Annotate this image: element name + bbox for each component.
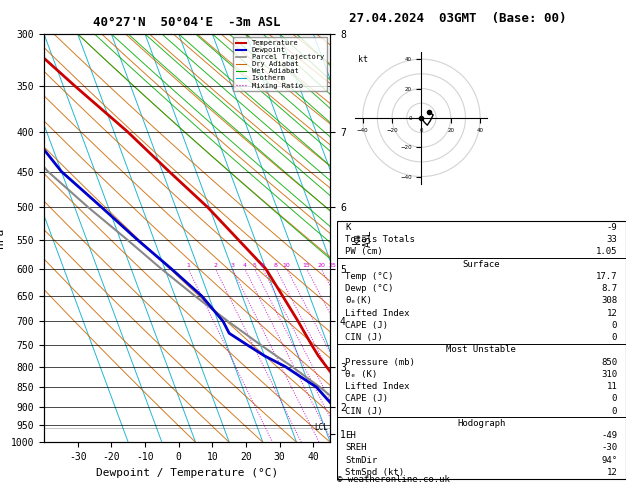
Text: 0: 0: [612, 407, 617, 416]
Y-axis label: km
ASL: km ASL: [352, 229, 373, 247]
Text: 25: 25: [328, 263, 337, 268]
Text: Hodograph: Hodograph: [457, 419, 505, 428]
Text: 11: 11: [606, 382, 617, 391]
Text: Lifted Index: Lifted Index: [345, 382, 409, 391]
Text: 310: 310: [601, 370, 617, 379]
Text: 8: 8: [274, 263, 278, 268]
Text: PW (cm): PW (cm): [345, 247, 383, 257]
Text: 0: 0: [612, 395, 617, 403]
Text: SREH: SREH: [345, 443, 367, 452]
Text: 8.7: 8.7: [601, 284, 617, 293]
Text: 0: 0: [612, 333, 617, 342]
Text: Most Unstable: Most Unstable: [446, 346, 516, 354]
Text: Pressure (mb): Pressure (mb): [345, 358, 415, 366]
Text: kt: kt: [359, 55, 369, 64]
Text: CIN (J): CIN (J): [345, 407, 383, 416]
Text: -30: -30: [601, 443, 617, 452]
Text: 850: 850: [601, 358, 617, 366]
Text: 6: 6: [261, 263, 265, 268]
Text: 27.04.2024  03GMT  (Base: 00): 27.04.2024 03GMT (Base: 00): [349, 12, 567, 25]
Text: K: K: [345, 223, 350, 232]
Text: θₑ (K): θₑ (K): [345, 370, 377, 379]
Text: 5: 5: [252, 263, 257, 268]
Text: © weatheronline.co.uk: © weatheronline.co.uk: [337, 474, 449, 484]
Text: 4: 4: [243, 263, 247, 268]
Text: LCL: LCL: [314, 423, 328, 432]
Text: Dewp (°C): Dewp (°C): [345, 284, 394, 293]
Text: EH: EH: [345, 431, 356, 440]
Text: 15: 15: [303, 263, 310, 268]
Text: StmSpd (kt): StmSpd (kt): [345, 468, 404, 477]
Text: CIN (J): CIN (J): [345, 333, 383, 342]
Text: Temp (°C): Temp (°C): [345, 272, 394, 281]
Text: 1.05: 1.05: [596, 247, 617, 257]
Text: 2: 2: [213, 263, 217, 268]
Text: Totals Totals: Totals Totals: [345, 235, 415, 244]
Text: Lifted Index: Lifted Index: [345, 309, 409, 318]
Text: 1: 1: [186, 263, 190, 268]
Text: 308: 308: [601, 296, 617, 305]
Text: StmDir: StmDir: [345, 456, 377, 465]
Text: 10: 10: [282, 263, 291, 268]
Text: 94°: 94°: [601, 456, 617, 465]
Text: θₑ(K): θₑ(K): [345, 296, 372, 305]
Text: 12: 12: [606, 309, 617, 318]
Title: 40°27'N  50°04'E  -3m ASL: 40°27'N 50°04'E -3m ASL: [93, 16, 281, 29]
Text: 0: 0: [612, 321, 617, 330]
X-axis label: Dewpoint / Temperature (°C): Dewpoint / Temperature (°C): [96, 468, 278, 478]
Text: 17.7: 17.7: [596, 272, 617, 281]
Legend: Temperature, Dewpoint, Parcel Trajectory, Dry Adiabat, Wet Adiabat, Isotherm, Mi: Temperature, Dewpoint, Parcel Trajectory…: [233, 37, 326, 91]
Text: CAPE (J): CAPE (J): [345, 395, 388, 403]
Text: 12: 12: [606, 468, 617, 477]
Text: -9: -9: [606, 223, 617, 232]
Text: -49: -49: [601, 431, 617, 440]
Text: 33: 33: [606, 235, 617, 244]
Text: CAPE (J): CAPE (J): [345, 321, 388, 330]
Y-axis label: hPa: hPa: [0, 228, 5, 248]
Text: 3: 3: [230, 263, 234, 268]
Text: Surface: Surface: [462, 260, 500, 269]
Text: 20: 20: [317, 263, 325, 268]
